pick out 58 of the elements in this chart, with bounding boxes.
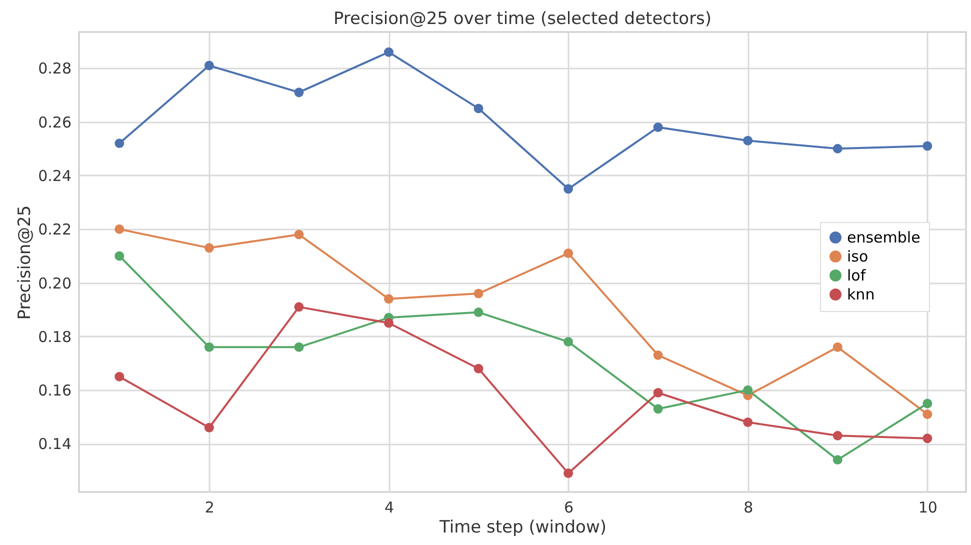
point xyxy=(653,388,663,398)
point xyxy=(564,468,574,478)
point xyxy=(832,144,842,154)
y-tick-label: 0.22 xyxy=(38,220,72,239)
legend-label: knn xyxy=(847,286,875,304)
point xyxy=(204,422,214,432)
point xyxy=(474,288,484,298)
point xyxy=(922,398,932,408)
point xyxy=(114,224,124,234)
point xyxy=(294,88,304,98)
point xyxy=(294,302,304,312)
point xyxy=(743,385,753,395)
point xyxy=(564,337,574,347)
y-tick-label: 0.26 xyxy=(38,113,72,132)
point xyxy=(653,404,663,414)
x-tick-label: 2 xyxy=(204,498,214,516)
x-tick-label: 10 xyxy=(918,498,938,516)
point xyxy=(832,342,842,352)
x-tick-label: 6 xyxy=(564,498,574,516)
point xyxy=(114,372,124,382)
point xyxy=(384,294,394,304)
y-tick-label: 0.28 xyxy=(38,60,72,78)
x-tick-label: 8 xyxy=(744,498,754,516)
point xyxy=(294,342,304,352)
y-tick-label: 0.14 xyxy=(38,435,72,454)
legend-label: lof xyxy=(847,266,866,284)
point xyxy=(564,184,574,194)
y-tick-label: 0.24 xyxy=(38,167,72,185)
point xyxy=(832,455,842,465)
point xyxy=(294,230,304,240)
point xyxy=(474,308,484,318)
point xyxy=(832,430,842,440)
y-tick-label: 0.20 xyxy=(38,274,72,292)
point xyxy=(384,47,394,57)
point xyxy=(743,418,753,427)
point xyxy=(922,141,932,151)
point xyxy=(474,104,484,114)
point xyxy=(743,136,753,146)
y-tick-label: 0.16 xyxy=(38,382,72,400)
chart-title: Precision@25 over time (selected detectors) xyxy=(333,9,712,29)
point xyxy=(474,364,484,374)
point xyxy=(922,434,932,444)
point xyxy=(204,243,214,253)
point xyxy=(204,60,214,70)
point xyxy=(564,248,574,258)
point xyxy=(114,138,124,148)
point xyxy=(114,251,124,261)
point xyxy=(922,409,932,419)
x-tick-label: 4 xyxy=(384,498,394,516)
point xyxy=(204,342,214,352)
x-axis-title: Time step (window) xyxy=(438,518,606,538)
point xyxy=(653,122,663,132)
point xyxy=(384,318,394,328)
y-axis-title: Precision@25 xyxy=(15,205,36,320)
y-tick-label: 0.18 xyxy=(38,328,72,346)
point xyxy=(653,350,663,360)
legend-label: iso xyxy=(847,248,868,266)
legend-label: ensemble xyxy=(847,228,920,246)
